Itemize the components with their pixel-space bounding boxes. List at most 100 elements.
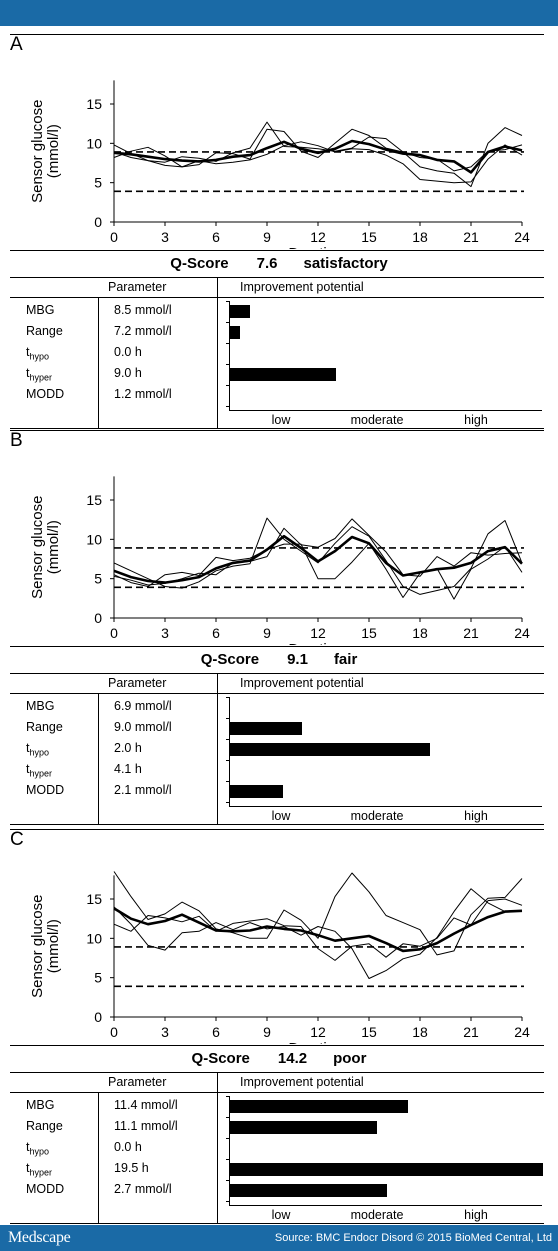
x-tick-label: 12 [310,229,326,245]
y-tick-label: 0 [94,610,102,626]
improvement-header: Improvement potential [240,676,364,690]
parameter-name-text: t [26,741,30,755]
daily-glucose-line [113,517,523,595]
glucose-chart: 0 5 10 15 0 3 6 9 12 15 18 21 24 Day time Sensor gluco… [29,871,530,1044]
y-tick-label: 10 [86,135,102,151]
y-tick-label: 15 [86,492,102,508]
improvement-tick [226,343,229,344]
x-tick-label: 6 [212,625,220,641]
y-tick-label: 5 [94,571,102,587]
parameter-name-text: t [26,1161,30,1175]
scale-label: low [271,809,291,823]
table-section-divider [217,277,218,428]
medscape-logo[interactable]: Medscape [8,1229,71,1246]
mean-glucose-line [113,139,523,174]
parameter-header: Parameter [108,1075,167,1089]
parameter-name-text: MODD [26,387,65,401]
parameter-name: thyper [26,1161,52,1178]
improvement-baseline [229,410,542,411]
panel-letter: B [10,430,23,451]
parameter-name: MBG [26,1098,54,1112]
panel-a: A 0 5 10 15 0 3 6 9 12 15 18 21 24 Day time Sensor gluc… [0,34,558,430]
improvement-tick [226,760,229,761]
improvement-tick [226,697,229,698]
scale-label: moderate [350,1208,404,1222]
parameter-name-text: Range [26,1119,63,1133]
y-tick-label: 0 [94,1009,102,1025]
parameter-subscript: hyper [29,1167,52,1178]
scale-label: moderate [350,809,404,823]
improvement-bar [230,1184,387,1197]
parameter-value: 9.0 h [114,366,142,380]
mean-glucose-line [113,907,523,953]
daily-glucose-line [113,871,523,956]
x-tick-label: 21 [463,625,479,641]
source-credit: Source: BMC Endocr Disord © 2015 BioMed … [274,1232,552,1244]
y-axis-title-line: Sensor glucose [29,894,46,997]
parameter-name-text: t [26,762,30,776]
improvement-tick [226,781,229,782]
y-tick-label: 0 [94,214,102,230]
y-tick-label: 10 [86,930,102,946]
improvement-header: Improvement potential [240,280,364,294]
qscore-rule-top [10,1045,544,1046]
improvement-bar [230,722,302,735]
parameter-name-text: t [26,345,30,359]
parameter-header: Parameter [108,280,167,294]
qscore-rule-bottom [10,277,544,278]
parameter-value: 9.0 mmol/l [114,720,172,734]
parameter-subscript: hyper [29,372,52,383]
x-tick-label: 6 [212,1024,220,1040]
qscore-rating: fair [333,651,358,668]
scale-label: low [271,1208,291,1222]
panel-b: B 0 5 10 15 0 3 6 9 12 15 18 21 24 Day time Sensor gluc… [0,430,558,827]
panel-letter: A [10,34,23,55]
improvement-axis [229,1096,230,1205]
header-bar [0,0,558,26]
improvement-tick [226,1138,229,1139]
qscore-label: Q-Score [191,1050,250,1067]
qscore-rule-bottom [10,1072,544,1073]
parameter-name-text: MODD [26,1182,65,1196]
parameter-name-text: Range [26,324,63,338]
improvement-baseline [229,806,542,807]
parameter-name-text: Range [26,720,63,734]
qscore-rating: satisfactory [303,255,388,272]
qscore-value: 9.1 [287,651,308,668]
x-tick-label: 24 [514,1024,530,1040]
parameter-name: thypo [26,741,49,758]
qscore-rule-top [10,646,544,647]
panel-top-rule [10,430,544,431]
x-tick-label: 18 [412,625,428,641]
qscore-value: 7.6 [256,255,278,272]
panel-c: C 0 5 10 15 0 3 6 9 12 15 18 21 24 Day time Sensor gluc… [0,829,558,1225]
table-section-divider [217,673,218,824]
y-axis-title-line: Sensor glucose [29,99,46,202]
panel-letter: C [10,829,24,850]
improvement-baseline [229,1205,542,1206]
daily-glucose-line [113,888,523,979]
scale-label: low [271,413,291,427]
parameter-name-text: t [26,1140,30,1154]
improvement-tick [226,802,229,803]
improvement-tick [226,1096,229,1097]
improvement-tick [226,406,229,407]
x-tick-label: 6 [212,229,220,245]
qscore-label: Q-Score [200,651,260,668]
improvement-bar [230,305,250,318]
improvement-header: Improvement potential [240,1075,364,1089]
qscore-heading: Q-Score 7.6 satisfactory [0,255,558,272]
x-tick-label: 12 [310,625,326,641]
parameter-value: 11.4 mmol/l [114,1098,178,1112]
y-axis-title: Sensor glucose (mmol/l) [29,99,62,202]
parameter-value: 7.2 mmol/l [114,324,172,338]
parameter-value: 4.1 h [114,762,142,776]
parameter-subscript: hypo [29,747,50,758]
table-bottom-rule [10,1223,544,1224]
table-bottom-rule [10,824,544,825]
improvement-bar [230,1121,377,1134]
parameter-value: 6.9 mmol/l [114,699,172,713]
improvement-bar [230,743,430,756]
x-tick-label: 3 [161,229,169,245]
parameter-name: MODD [26,783,64,797]
